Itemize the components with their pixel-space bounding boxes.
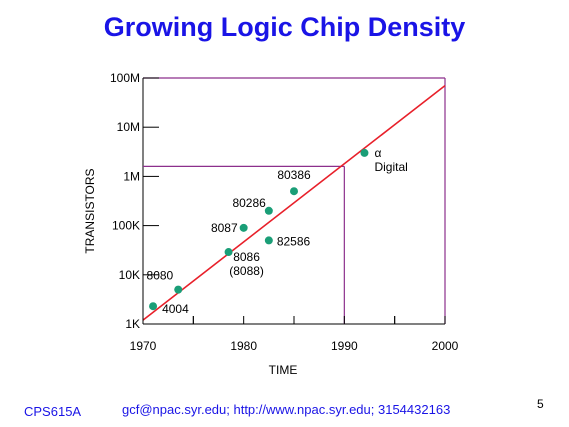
x-tick-label: 2000 xyxy=(432,339,459,353)
data-point xyxy=(264,206,273,215)
y-tick-label: 10K xyxy=(119,268,140,282)
axis-ticks: 1K 10K 100K 1M 10M 100M 1970 1980 1990 2000 xyxy=(110,71,459,353)
data-point-label: α Digital xyxy=(374,146,407,174)
y-tick-label: 100K xyxy=(112,219,140,233)
data-point xyxy=(290,187,298,196)
guide-lines xyxy=(143,165,345,324)
trend-line-group xyxy=(142,84,446,321)
data-point xyxy=(224,248,233,257)
y-tick-label: 10M xyxy=(117,120,140,134)
x-tick-label: 1970 xyxy=(130,339,157,353)
x-tick-label: 1990 xyxy=(331,339,358,353)
y-tick-label: 1K xyxy=(125,317,140,331)
plot-frame xyxy=(142,77,446,325)
page-number: 5 xyxy=(537,397,544,411)
data-point-label: 80286 xyxy=(232,196,266,210)
slide-title: Growing Logic Chip Density xyxy=(103,12,466,42)
contact-info: gcf@npac.syr.edu; http://www.npac.syr.ed… xyxy=(122,402,451,417)
data-point-label: 4004 xyxy=(162,302,189,316)
data-point xyxy=(264,236,273,245)
data-point xyxy=(174,285,183,294)
data-point-label: 82586 xyxy=(277,234,311,248)
y-tick-label: 1M xyxy=(123,169,140,183)
data-point xyxy=(360,148,369,157)
data-point-label: 8086 (8088) xyxy=(229,250,264,278)
data-point-label: 8087 xyxy=(211,221,238,235)
data-point xyxy=(239,223,248,232)
data-point-label: 80386 xyxy=(277,168,311,182)
data-point-label: 8080 xyxy=(147,269,174,283)
data-points: 4004 8080 8086 (8088) 8087 80286 82586 80386 α Di… xyxy=(147,146,408,316)
x-axis-label: TIME xyxy=(269,363,298,377)
y-axis-label: TRANSISTORS xyxy=(83,168,97,253)
trend-line xyxy=(142,84,446,321)
course-code: CPS615A xyxy=(24,404,82,419)
y-tick-label: 100M xyxy=(110,71,140,85)
data-point xyxy=(149,302,158,311)
x-tick-label: 1980 xyxy=(230,339,257,353)
